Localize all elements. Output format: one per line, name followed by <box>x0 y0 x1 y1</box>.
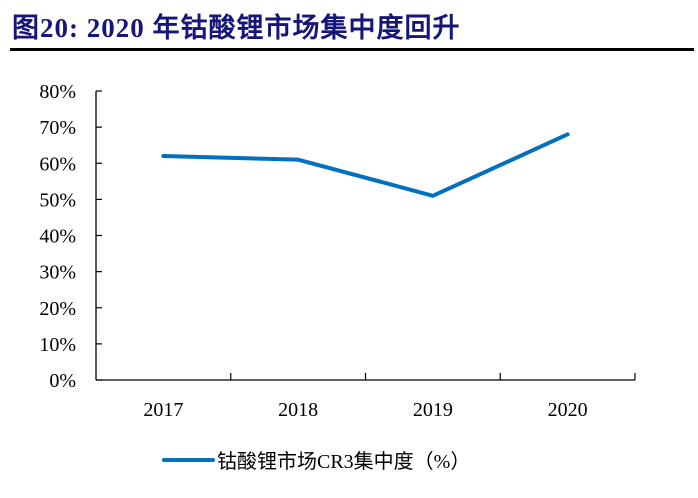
y-tick-label: 50% <box>39 189 76 211</box>
y-tick-label: 60% <box>39 153 76 175</box>
x-tick-label: 2017 <box>143 399 183 421</box>
y-tick-label: 20% <box>39 298 76 320</box>
page-title: 图20: 2020 年钴酸锂市场集中度回升 <box>12 13 461 43</box>
legend-label: 钴酸锂市场CR3集中度（%） <box>217 450 470 473</box>
y-tick-label: 40% <box>39 226 76 248</box>
y-tick-label: 70% <box>39 117 76 139</box>
y-tick-label: 80% <box>39 81 76 103</box>
x-tick-label: 2020 <box>548 399 588 421</box>
y-tick-label: 30% <box>39 262 76 284</box>
x-tick-label: 2019 <box>413 399 453 421</box>
title-divider <box>10 48 694 51</box>
y-tick-label: 0% <box>49 370 76 392</box>
x-tick-label: 2018 <box>278 399 318 421</box>
series-line <box>161 132 570 198</box>
y-tick-label: 10% <box>39 334 76 356</box>
